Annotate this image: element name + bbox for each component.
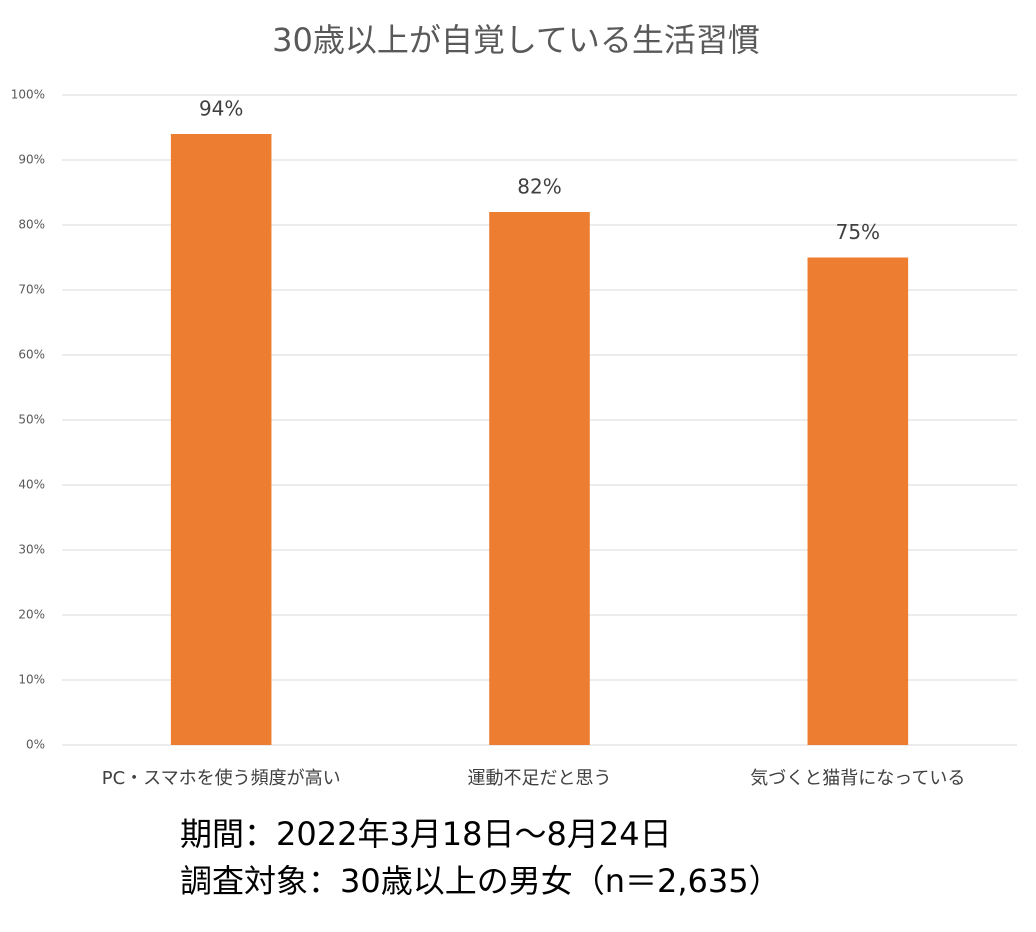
data-label: 94% bbox=[199, 97, 243, 121]
y-tick-label: 40% bbox=[18, 478, 45, 492]
bar bbox=[170, 134, 272, 745]
x-tick-label: 運動不足だと思う bbox=[468, 768, 612, 789]
chart-title: 30歳以上が自覚している生活習慣 bbox=[272, 21, 760, 59]
y-tick-label: 60% bbox=[18, 348, 45, 362]
x-tick-label: PC・スマホを使う頻度が高い bbox=[102, 768, 341, 789]
y-tick-label: 90% bbox=[18, 153, 45, 167]
y-tick-label: 80% bbox=[18, 218, 45, 232]
x-tick-label: 気づくと猫背になっている bbox=[750, 768, 965, 789]
y-tick-label: 70% bbox=[18, 283, 45, 297]
y-tick-label: 0% bbox=[26, 738, 45, 752]
bar bbox=[807, 257, 909, 745]
footnote: 調査対象：30歳以上の男女（n＝2,635） bbox=[180, 862, 781, 900]
y-tick-label: 20% bbox=[18, 608, 45, 622]
y-tick-label: 50% bbox=[18, 413, 45, 427]
bar bbox=[489, 212, 590, 745]
footnote: 期間：2022年3月18日～8月24日 bbox=[180, 815, 672, 853]
data-label: 75% bbox=[836, 220, 880, 244]
data-label: 82% bbox=[517, 175, 561, 199]
y-tick-label: 30% bbox=[18, 543, 45, 557]
y-tick-label: 10% bbox=[18, 673, 45, 687]
y-tick-label: 100% bbox=[11, 88, 45, 102]
